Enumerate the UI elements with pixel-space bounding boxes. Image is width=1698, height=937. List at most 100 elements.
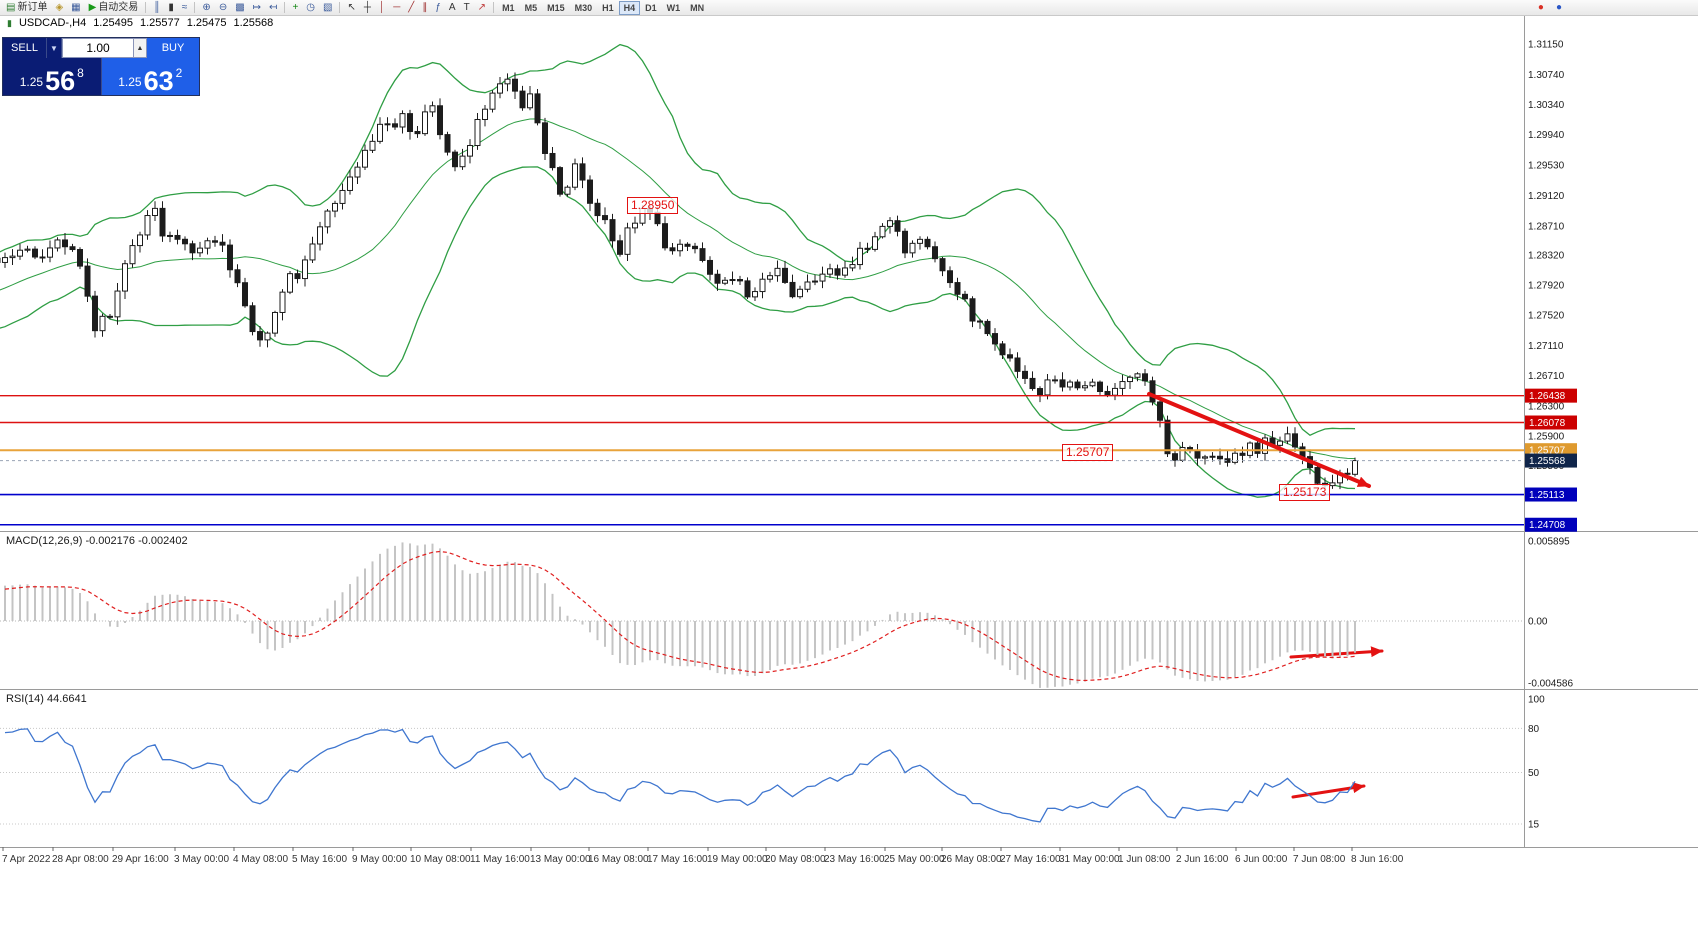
timeframe-d1[interactable]: D1 (640, 1, 662, 15)
chevron-up-icon: ▲ (136, 44, 144, 52)
sell-price[interactable]: 1.25 56 8 (3, 58, 102, 95)
templates-icon[interactable]: ▧ (319, 1, 336, 15)
autotrading-button[interactable]: ▶ 自动交易 (85, 1, 143, 15)
svg-text:7 Apr 2022: 7 Apr 2022 (2, 854, 51, 865)
price-axis[interactable] (1524, 16, 1698, 847)
svg-text:4 May 08:00: 4 May 08:00 (233, 854, 288, 865)
price-annotation[interactable]: 1.25707 (1062, 444, 1114, 461)
arrows-icon[interactable]: ↗ (474, 1, 490, 15)
new-chart-icon[interactable]: ▦ (67, 1, 84, 15)
cursor-icon[interactable]: ↖ (343, 1, 359, 15)
price-annotation[interactable]: 1.25173 (1279, 484, 1331, 501)
ohlc-bars-icon: ║ (153, 1, 161, 13)
chart-shift-icon[interactable]: ↤ (265, 1, 281, 15)
svg-text:1.28710: 1.28710 (1528, 222, 1565, 233)
new-chart-icon: ▦ (71, 1, 81, 13)
svg-text:25 May 00:00: 25 May 00:00 (884, 854, 945, 865)
cursor-icon: ↖ (347, 1, 356, 13)
candlestick-icon[interactable]: ▮ (164, 1, 178, 15)
svg-text:9 May 00:00: 9 May 00:00 (352, 854, 407, 865)
svg-text:1.30740: 1.30740 (1528, 70, 1565, 81)
svg-text:1.31150: 1.31150 (1528, 40, 1564, 51)
horizontal-line-icon[interactable]: ─ (389, 1, 404, 15)
timeframe-m30[interactable]: M30 (570, 1, 598, 15)
price-annotation[interactable]: 1.28950 (627, 197, 679, 214)
timeframe-m5[interactable]: M5 (520, 1, 543, 15)
tile-windows-icon[interactable]: ▩ (231, 1, 248, 15)
indicators-icon[interactable]: + (288, 1, 302, 15)
templates-icon: ▧ (323, 1, 333, 13)
crosshair-icon: ┼ (363, 1, 371, 13)
ohlc-open: 1.25495 (93, 17, 133, 29)
live-status-icon[interactable]: ● (1534, 1, 1548, 15)
buy-price[interactable]: 1.25 63 2 (101, 58, 199, 95)
timeframe-m15[interactable]: M15 (542, 1, 570, 15)
connection-status-icon[interactable]: ● (1552, 1, 1566, 15)
svg-text:13 May 00:00: 13 May 00:00 (530, 854, 591, 865)
svg-text:23 May 16:00: 23 May 16:00 (824, 854, 885, 865)
svg-text:100: 100 (1528, 695, 1545, 706)
chart-area[interactable]: 1.31150 1.30740 1.30340 1.29940 1.29530 1.291… (0, 16, 1698, 869)
channel-icon: ∥ (422, 1, 428, 13)
crosshair-icon[interactable]: ┼ (360, 1, 375, 15)
arrows-icon: ↗ (477, 1, 487, 13)
ohlc-high: 1.25577 (139, 17, 180, 29)
svg-text:17 May 16:00: 17 May 16:00 (647, 854, 708, 865)
live-status-icon: ● (1537, 1, 1544, 13)
svg-text:1.26078: 1.26078 (1529, 418, 1566, 429)
chart-ohlc-header: ▮ USDCAD-,H4 1.25495 1.25577 1.25475 1.2… (7, 17, 273, 29)
volume-input[interactable]: 1.00 (62, 38, 134, 58)
zoom-out-icon: ⊖ (218, 1, 228, 13)
timeframe-mn[interactable]: MN (685, 1, 709, 15)
chart-shift-icon: ↤ (269, 1, 278, 13)
trendline-icon[interactable]: ╱ (404, 1, 418, 15)
svg-text:8 Jun 16:00: 8 Jun 16:00 (1351, 854, 1404, 865)
auto-scroll-icon[interactable]: ↦ (249, 1, 265, 15)
zoom-out-icon[interactable]: ⊖ (215, 1, 231, 15)
sell-button[interactable]: SELL (3, 38, 47, 58)
time-axis[interactable] (0, 847, 1698, 869)
timeframe-h4[interactable]: H4 (618, 0, 641, 15)
periods-icon[interactable]: ◷ (302, 1, 319, 15)
line-chart-icon[interactable]: ≈ (178, 1, 192, 15)
chart-symbol: USDCAD-,H4 (18, 17, 87, 29)
svg-text:16 May 08:00: 16 May 08:00 (588, 854, 649, 865)
buy-price-point: 2 (175, 66, 183, 80)
svg-text:1.27110: 1.27110 (1528, 341, 1564, 352)
periods-icon: ◷ (306, 1, 316, 13)
toolbar-right-group: ● ● (1534, 1, 1566, 15)
zoom-in-icon[interactable]: ⊕ (198, 1, 214, 15)
buy-price-prefix: 1.25 (118, 75, 142, 89)
new-order-button[interactable]: ▤ 新订单 (2, 1, 51, 15)
timeframe-w1[interactable]: W1 (662, 1, 686, 15)
candlestick-icon: ▮ (168, 1, 174, 13)
svg-text:1.26300: 1.26300 (1528, 401, 1565, 412)
fibonacci-icon: ƒ (435, 1, 441, 13)
line-chart-icon: ≈ (181, 1, 188, 13)
svg-text:28 Apr 08:00: 28 Apr 08:00 (52, 854, 109, 865)
metaeditor-icon[interactable]: ◈ (51, 1, 67, 15)
vertical-line-icon[interactable]: │ (375, 1, 389, 15)
macd-header: MACD(12,26,9) -0.002176 -0.002402 (6, 535, 188, 547)
ohlc-bars-icon[interactable]: ║ (149, 1, 164, 15)
timeframe-h1[interactable]: H1 (597, 1, 619, 15)
text-icon[interactable]: A (445, 1, 460, 15)
channel-icon[interactable]: ∥ (418, 1, 431, 15)
new-order-button-label: 新订单 (17, 1, 48, 13)
auto-scroll-icon: ↦ (252, 1, 262, 13)
svg-text:20 May 08:00: 20 May 08:00 (765, 854, 826, 865)
fibonacci-icon[interactable]: ƒ (431, 1, 445, 15)
toolbar-separator (284, 2, 286, 13)
volume-dropdown[interactable]: ▼ (47, 38, 62, 58)
buy-button[interactable]: BUY (147, 38, 199, 58)
connection-status-icon: ● (1555, 1, 1562, 13)
main-toolbar: ▤ 新订单 ◈ ▦ ▶ 自动交易 ║ ▮ ≈ ⊕ ⊖ ▩ ↦ ↤ + ◷ ▧ ↖ ┼ │ ─ ╱ ∥ ƒ A T ↗ M1 M5 M15 M… (0, 0, 1698, 16)
svg-text:1.25900: 1.25900 (1528, 431, 1565, 442)
label-icon[interactable]: T (460, 1, 474, 15)
autotrading-button-label: 自动交易 (98, 1, 139, 13)
volume-spinner[interactable]: ▲ (134, 38, 147, 58)
svg-text:27 May 16:00: 27 May 16:00 (1000, 854, 1061, 865)
svg-text:1.24708: 1.24708 (1529, 520, 1566, 531)
timeframe-m1[interactable]: M1 (497, 1, 520, 15)
